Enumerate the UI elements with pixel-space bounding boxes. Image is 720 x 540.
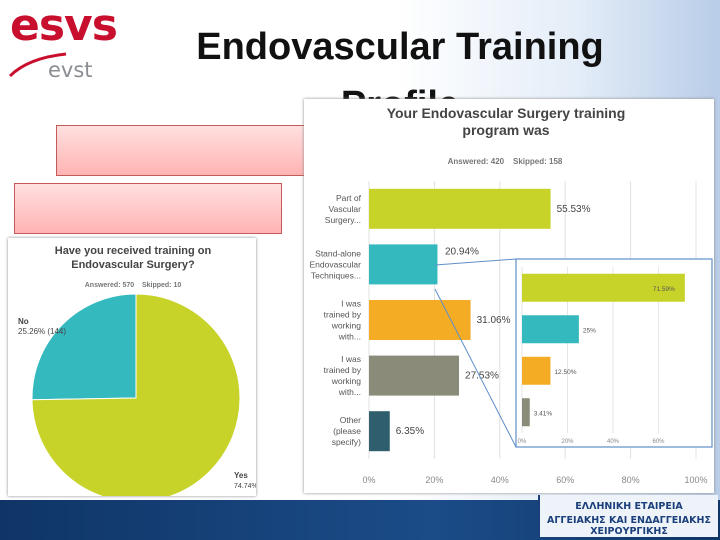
inset-bar-value-label: 25%: [583, 327, 596, 334]
bar-x-tick-label: 20%: [425, 475, 443, 485]
bar-category-label: specify): [332, 437, 361, 447]
pie-chart-panel: Have you received training on Endovascul…: [8, 238, 256, 496]
pie-label-value: 74.74% (476): [234, 483, 256, 490]
bar-value-label: 31.06%: [477, 315, 511, 326]
bar: [369, 188, 551, 229]
bar-x-tick-label: 60%: [556, 475, 574, 485]
inset-bar: [522, 356, 551, 385]
bar-x-tick-label: 40%: [491, 475, 509, 485]
inset-x-tick-label: 20%: [561, 439, 574, 445]
bar: [369, 355, 460, 396]
bar-category-label: trained by: [324, 310, 362, 320]
skipped-count: 158: [549, 157, 563, 166]
bar-category-label: working: [331, 321, 362, 331]
bar-value-label: 27.53%: [465, 371, 499, 382]
bar-category-label: working: [331, 376, 362, 386]
bar-category-label: Part of: [336, 193, 362, 203]
inset-bar: [522, 273, 685, 302]
bar-value-label: 20.94%: [445, 246, 479, 257]
bar-category-label: (please: [333, 426, 361, 436]
bar-category-label: I was: [341, 299, 361, 309]
society-badge: ΕΛΛΗΝΙΚΗ ΕΤΑΙΡΕΙΑ ΑΓΓΕΙΑΚΗΣ ΚΑΙ ΕΝΔΑΓΓΕΙ…: [538, 495, 718, 537]
bar-x-tick-label: 0%: [362, 475, 375, 485]
inset-connector: [434, 258, 517, 266]
pie-answered-count: 570: [122, 282, 135, 289]
bar-category-label: Vascular: [329, 204, 362, 214]
bar-chart-meta: Answered: 420 Skipped: 158: [430, 157, 580, 166]
bar-category-label: Surgery...: [325, 215, 361, 225]
inset-x-tick-label: 60%: [652, 439, 665, 445]
esvs-logo: esvs: [10, 0, 118, 51]
pie-skipped-count: 10: [173, 282, 182, 289]
logo-swoosh-icon: [8, 52, 67, 78]
bar-x-tick-label: 80%: [622, 475, 640, 485]
bar-category-label: trained by: [324, 365, 362, 375]
bar-category-label: I was: [341, 354, 361, 364]
skipped-label: Skipped:: [513, 157, 547, 166]
pie-chart-title: Have you received training on Endovascul…: [54, 245, 212, 271]
society-name-line2: ΑΓΓΕΙΑΚΗΣ ΚΑΙ ΕΝΔΑΓΓΕΙΑΚΗΣ ΧΕΙΡΟΥΡΓΙΚΗΣ: [547, 515, 711, 537]
evst-logo: evst: [48, 58, 93, 82]
bar: [369, 300, 471, 340]
bar-category-label: Stand-alone: [315, 248, 361, 258]
answered-count: 420: [490, 157, 505, 166]
pie-skipped-label: Skipped:: [141, 282, 172, 289]
bar: [369, 244, 438, 285]
highlight-box-middle: [14, 183, 282, 234]
inset-x-tick-label: 0%: [518, 439, 527, 445]
bar-value-label: 6.35%: [396, 426, 424, 437]
pie-label-name: Yes: [234, 471, 248, 480]
bar: [369, 411, 390, 452]
pie-slice: [31, 293, 137, 401]
bar-category-label: Endovascular: [309, 259, 361, 269]
pie-label-name: No: [18, 317, 29, 326]
pie-chart-meta: Answered: 570 Skipped: 10: [48, 282, 218, 289]
inset-bar-value-label: 3.41%: [534, 410, 553, 417]
bar-category-label: with...: [338, 332, 361, 342]
bar-category-label: Other: [340, 415, 361, 425]
inset-connector: [434, 288, 517, 448]
inset-bar: [522, 315, 579, 344]
answered-label: Answered:: [447, 157, 489, 166]
inset-bar: [522, 398, 530, 427]
bar-x-tick-label: 100%: [684, 475, 707, 485]
bar-category-label: with...: [338, 387, 361, 397]
bar-chart-panel: Your Endovascular Surgery training progr…: [304, 99, 714, 493]
inset-bar-value-label: 71.59%: [653, 286, 675, 293]
bar-value-label: 55.53%: [557, 204, 591, 215]
pie-label-value: 25.26% (144): [18, 327, 66, 336]
bar-category-label: Techniques...: [311, 270, 361, 280]
inset-bar-value-label: 12.50%: [554, 369, 576, 376]
pie-answered-label: Answered:: [84, 282, 121, 289]
pie-slice: [31, 293, 241, 496]
bar-chart-title: Your Endovascular Surgery training progr…: [386, 105, 626, 138]
society-name-line1: ΕΛΛΗΝΙΚΗ ΕΤΑΙΡΕΙΑ: [575, 501, 683, 512]
bar-chart-svg: 0% 20% 40% 60% 80% 100%55.53%Part ofVascularS…: [309, 181, 713, 485]
inset-x-tick-label: 40%: [607, 439, 620, 445]
